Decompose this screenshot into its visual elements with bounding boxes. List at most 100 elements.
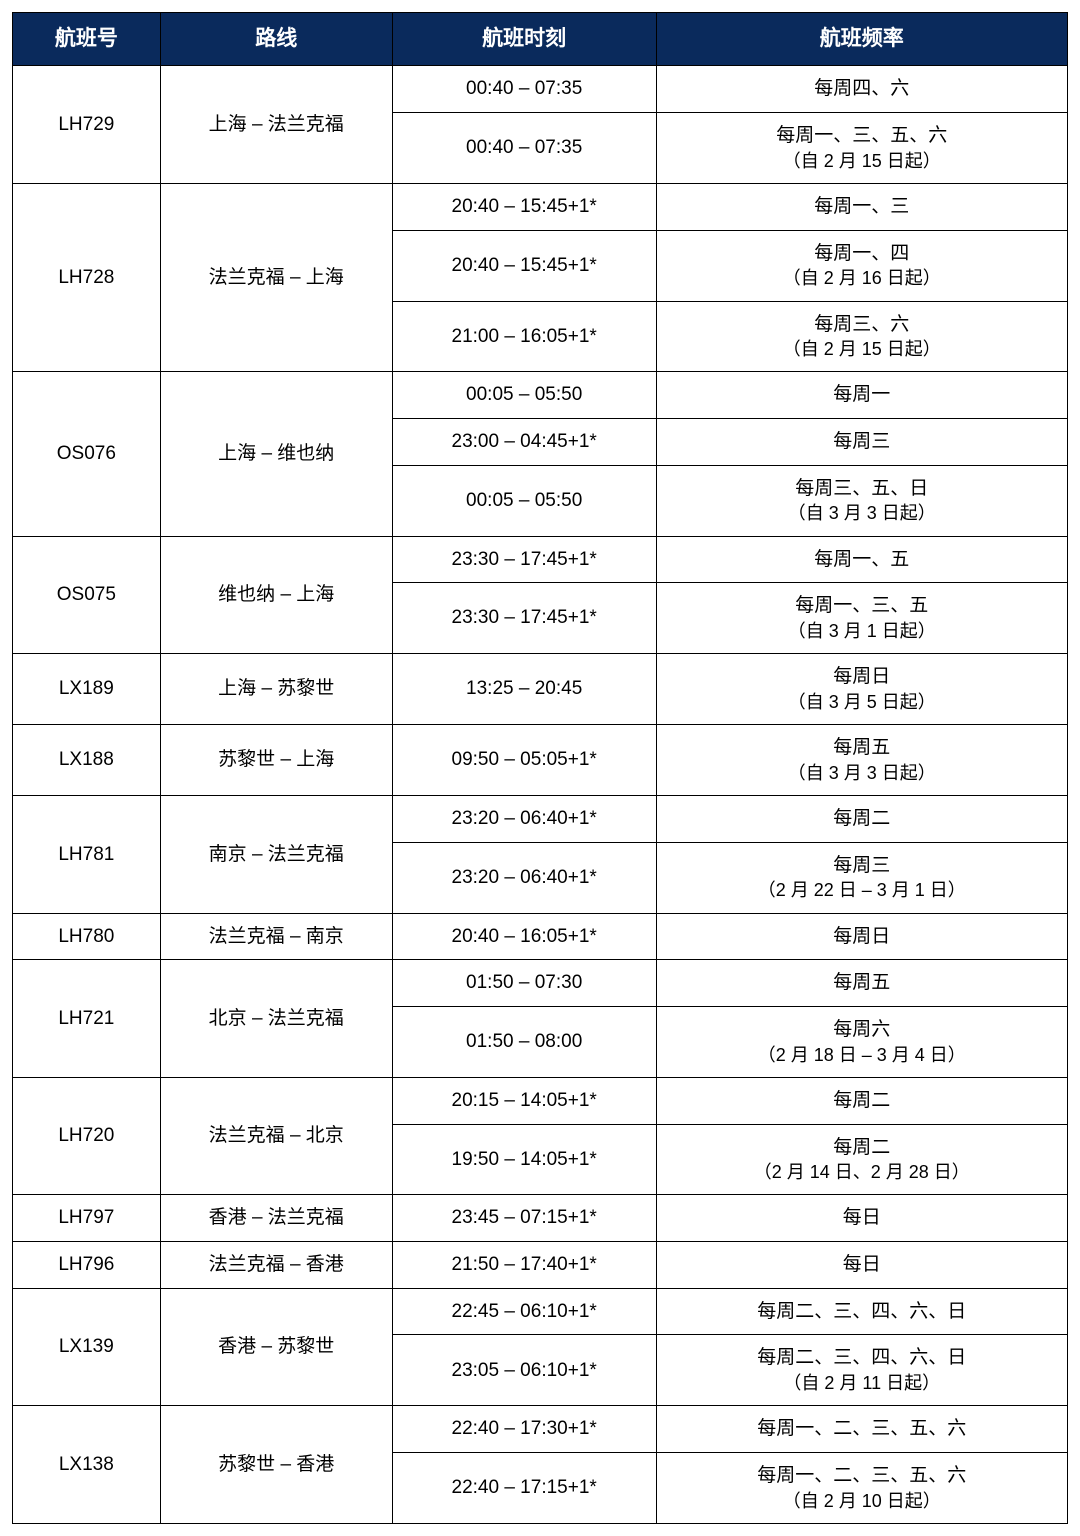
cell-route: 法兰克福 – 北京 [160,1077,392,1195]
freq-note: （自 3 月 5 日起） [663,690,1061,714]
cell-time: 23:00 – 04:45+1* [392,419,656,466]
cell-flight-no: LX138 [13,1406,161,1524]
table-row: OS075维也纳 – 上海23:30 – 17:45+1*每周一、五 [13,536,1068,583]
freq-note: （自 2 月 10 日起） [663,1489,1061,1513]
cell-time: 23:45 – 07:15+1* [392,1195,656,1242]
freq-main: 每周三、六 [663,312,1061,338]
cell-frequency: 每周一 [656,372,1067,419]
cell-time: 00:40 – 07:35 [392,66,656,113]
cell-frequency: 每日 [656,1195,1067,1242]
cell-route: 上海 – 法兰克福 [160,66,392,184]
freq-main: 每周日 [663,664,1061,690]
col-header-time: 航班时刻 [392,13,656,66]
cell-time: 00:40 – 07:35 [392,112,656,183]
col-header-freq: 航班频率 [656,13,1067,66]
table-row: OS076上海 – 维也纳00:05 – 05:50每周一 [13,372,1068,419]
cell-time: 20:40 – 15:45+1* [392,230,656,301]
cell-flight-no: LH780 [13,913,161,960]
freq-main: 每周二 [663,1135,1061,1161]
freq-note: （2 月 14 日、2 月 28 日） [663,1160,1061,1184]
freq-note: （自 2 月 11 日起） [663,1371,1061,1395]
cell-flight-no: LX189 [13,654,161,725]
cell-frequency: 每日 [656,1242,1067,1289]
table-row: LH780法兰克福 – 南京20:40 – 16:05+1*每周日 [13,913,1068,960]
cell-frequency: 每周五（自 3 月 3 日起） [656,725,1067,796]
cell-time: 00:05 – 05:50 [392,465,656,536]
cell-route: 法兰克福 – 香港 [160,1242,392,1289]
cell-frequency: 每周一、二、三、五、六 [656,1406,1067,1453]
cell-time: 22:40 – 17:30+1* [392,1406,656,1453]
cell-frequency: 每周四、六 [656,66,1067,113]
cell-time: 00:05 – 05:50 [392,372,656,419]
cell-time: 21:50 – 17:40+1* [392,1242,656,1289]
cell-route: 南京 – 法兰克福 [160,796,392,914]
col-header-flight: 航班号 [13,13,161,66]
cell-frequency: 每周一、三 [656,183,1067,230]
cell-frequency: 每周二、三、四、六、日（自 2 月 11 日起） [656,1335,1067,1406]
cell-frequency: 每周二、三、四、六、日 [656,1288,1067,1335]
freq-main: 每周三、五、日 [663,476,1061,502]
cell-route: 香港 – 苏黎世 [160,1288,392,1406]
table-header: 航班号 路线 航班时刻 航班频率 [13,13,1068,66]
cell-time: 23:05 – 06:10+1* [392,1335,656,1406]
cell-frequency: 每周六（2 月 18 日 – 3 月 4 日） [656,1006,1067,1077]
cell-frequency: 每周三 [656,419,1067,466]
table-row: LH721北京 – 法兰克福01:50 – 07:30每周五 [13,960,1068,1007]
freq-main: 每周三 [663,853,1061,879]
freq-main: 每周六 [663,1017,1061,1043]
cell-route: 苏黎世 – 香港 [160,1406,392,1524]
cell-frequency: 每周三（2 月 22 日 – 3 月 1 日） [656,842,1067,913]
cell-flight-no: LH796 [13,1242,161,1289]
cell-route: 北京 – 法兰克福 [160,960,392,1078]
freq-main: 每周一、四 [663,241,1061,267]
freq-main: 每周一、三、五、六 [663,123,1061,149]
flight-schedule-table: 航班号 路线 航班时刻 航班频率 LH729上海 – 法兰克福00:40 – 0… [12,12,1068,1524]
cell-frequency: 每周五 [656,960,1067,1007]
freq-note: （2 月 22 日 – 3 月 1 日） [663,878,1061,902]
table-row: LH796法兰克福 – 香港21:50 – 17:40+1*每日 [13,1242,1068,1289]
freq-main: 每周二、三、四、六、日 [663,1345,1061,1371]
cell-flight-no: LX139 [13,1288,161,1406]
cell-time: 20:40 – 15:45+1* [392,183,656,230]
cell-frequency: 每周一、二、三、五、六（自 2 月 10 日起） [656,1452,1067,1523]
cell-frequency: 每周日 [656,913,1067,960]
freq-note: （自 3 月 3 日起） [663,761,1061,785]
cell-route: 苏黎世 – 上海 [160,725,392,796]
cell-frequency: 每周二 [656,796,1067,843]
cell-flight-no: LH781 [13,796,161,914]
freq-note: （自 2 月 16 日起） [663,266,1061,290]
table-row: LH729上海 – 法兰克福00:40 – 07:35每周四、六 [13,66,1068,113]
freq-note: （自 2 月 15 日起） [663,149,1061,173]
cell-route: 上海 – 苏黎世 [160,654,392,725]
cell-time: 23:30 – 17:45+1* [392,583,656,654]
table-row: LX188苏黎世 – 上海09:50 – 05:05+1*每周五（自 3 月 3… [13,725,1068,796]
table-row: LH797香港 – 法兰克福23:45 – 07:15+1*每日 [13,1195,1068,1242]
cell-frequency: 每周日（自 3 月 5 日起） [656,654,1067,725]
cell-time: 20:40 – 16:05+1* [392,913,656,960]
cell-route: 上海 – 维也纳 [160,372,392,536]
cell-route: 维也纳 – 上海 [160,536,392,654]
cell-time: 01:50 – 08:00 [392,1006,656,1077]
freq-main: 每周五 [663,735,1061,761]
cell-flight-no: LH721 [13,960,161,1078]
cell-flight-no: LX188 [13,725,161,796]
cell-route: 法兰克福 – 上海 [160,183,392,372]
col-header-route: 路线 [160,13,392,66]
cell-frequency: 每周三、六（自 2 月 15 日起） [656,301,1067,372]
cell-route: 法兰克福 – 南京 [160,913,392,960]
freq-note: （自 2 月 15 日起） [663,337,1061,361]
cell-time: 22:40 – 17:15+1* [392,1452,656,1523]
cell-flight-no: LH728 [13,183,161,372]
table-row: LH781南京 – 法兰克福23:20 – 06:40+1*每周二 [13,796,1068,843]
freq-note: （自 3 月 1 日起） [663,619,1061,643]
cell-frequency: 每周一、五 [656,536,1067,583]
freq-note: （2 月 18 日 – 3 月 4 日） [663,1043,1061,1067]
cell-frequency: 每周一、四（自 2 月 16 日起） [656,230,1067,301]
cell-time: 20:15 – 14:05+1* [392,1077,656,1124]
cell-frequency: 每周二 [656,1077,1067,1124]
table-body: LH729上海 – 法兰克福00:40 – 07:35每周四、六00:40 – … [13,66,1068,1524]
cell-time: 13:25 – 20:45 [392,654,656,725]
cell-route: 香港 – 法兰克福 [160,1195,392,1242]
cell-flight-no: OS075 [13,536,161,654]
cell-time: 09:50 – 05:05+1* [392,725,656,796]
